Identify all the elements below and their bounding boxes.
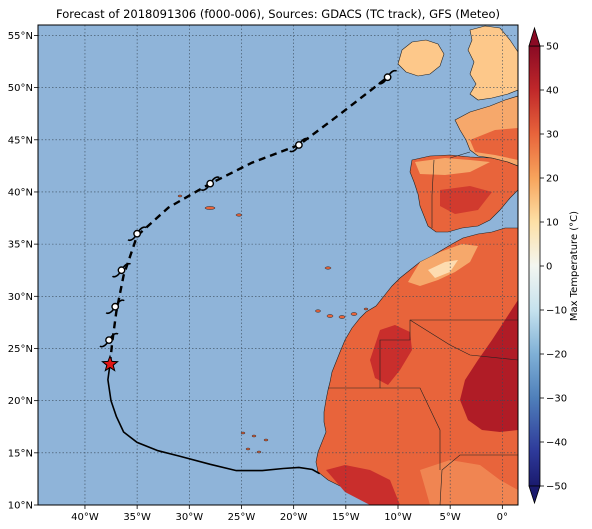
- france-warm-region: [470, 128, 518, 160]
- current-position-star: [101, 354, 119, 372]
- colorbar-tick-label: 30: [546, 130, 559, 141]
- lat-tick-label: 10°N: [8, 501, 33, 512]
- ireland-land: [397, 39, 445, 77]
- cyclone-icon: [378, 69, 398, 85]
- lat-tick-label: 40°N: [8, 187, 33, 198]
- lon-tick-label: 5°W: [440, 512, 461, 523]
- colorbar-tick-label: −50: [546, 482, 567, 493]
- lon-tick-label: 25°W: [228, 512, 256, 523]
- cyclone-icon: [105, 299, 125, 315]
- colorbar-tick-label: −30: [546, 394, 567, 405]
- guinea-region: [420, 460, 518, 505]
- canary-islands: [315, 307, 369, 319]
- lon-tick-label: 30°W: [175, 512, 203, 523]
- colorbar: 50 40 30 20 10 0 −10 −20 −30 −40 −50 Max Temperatu…: [528, 26, 580, 505]
- colorbar-tick-label: −40: [546, 438, 567, 449]
- lat-tick-label: 45°N: [8, 135, 33, 146]
- lat-tick-label: 35°N: [8, 240, 33, 251]
- azores-islands: [177, 194, 243, 217]
- country-borders: [328, 151, 518, 505]
- lat-tick-label: 55°N: [8, 31, 33, 42]
- lon-tick-label: 10°W: [384, 512, 412, 523]
- madeira-islands: [324, 266, 332, 270]
- colorbar-tick-label: 0: [546, 262, 552, 273]
- iberia-hot-region: [440, 186, 492, 214]
- lon-tick-label: 40°W: [71, 512, 99, 523]
- lon-tick-label: 15°W: [332, 512, 360, 523]
- colorbar-tick-label: 10: [546, 218, 559, 229]
- lat-tick-label: 20°N: [8, 396, 33, 407]
- cyclone-icon: [127, 226, 147, 242]
- lat-tick-label: 15°N: [8, 448, 33, 459]
- cyclone-icon: [200, 176, 220, 191]
- great-britain-land: [467, 25, 518, 101]
- cape-verde-islands: [240, 431, 269, 454]
- atlas-high-region: [428, 260, 458, 278]
- colorbar-tick-label: 50: [546, 42, 559, 53]
- map-title: Forecast of 2018091306 (f000-006), Sourc…: [56, 7, 500, 21]
- colorbar-label: Max Temperature (°C): [569, 211, 580, 321]
- colorbar-tick-label: −10: [546, 306, 567, 317]
- cyclone-symbols: [99, 69, 398, 348]
- cyclone-icon: [289, 137, 309, 153]
- lat-tick-label: 25°N: [8, 344, 33, 355]
- lon-tick-label: 20°W: [280, 512, 308, 523]
- senegal-coast: [326, 465, 400, 505]
- africa-land: [315, 227, 518, 505]
- lon-tick-label: 0°: [497, 512, 508, 523]
- forecast-track-line: [108, 76, 389, 365]
- lon-tick-label: 35°W: [123, 512, 151, 523]
- colorbar-tick-label: −20: [546, 350, 567, 361]
- sahara-hot-region: [460, 300, 518, 432]
- axis-ticks: 40°W 35°W 30°W 25°W 20°W 15°W 10°W 5°W 0° 10°N 15°…: [8, 31, 508, 523]
- cyclone-icon: [99, 332, 119, 348]
- lat-tick-label: 50°N: [8, 83, 33, 94]
- lat-tick-label: 30°N: [8, 292, 33, 303]
- plot-frame: [37, 24, 519, 506]
- colorbar-tick-label: 40: [546, 86, 559, 97]
- colorbar-tick-label: 20: [546, 174, 559, 185]
- cyclone-icon: [111, 262, 132, 278]
- past-track-line: [107, 363, 321, 475]
- graticule: [38, 25, 518, 505]
